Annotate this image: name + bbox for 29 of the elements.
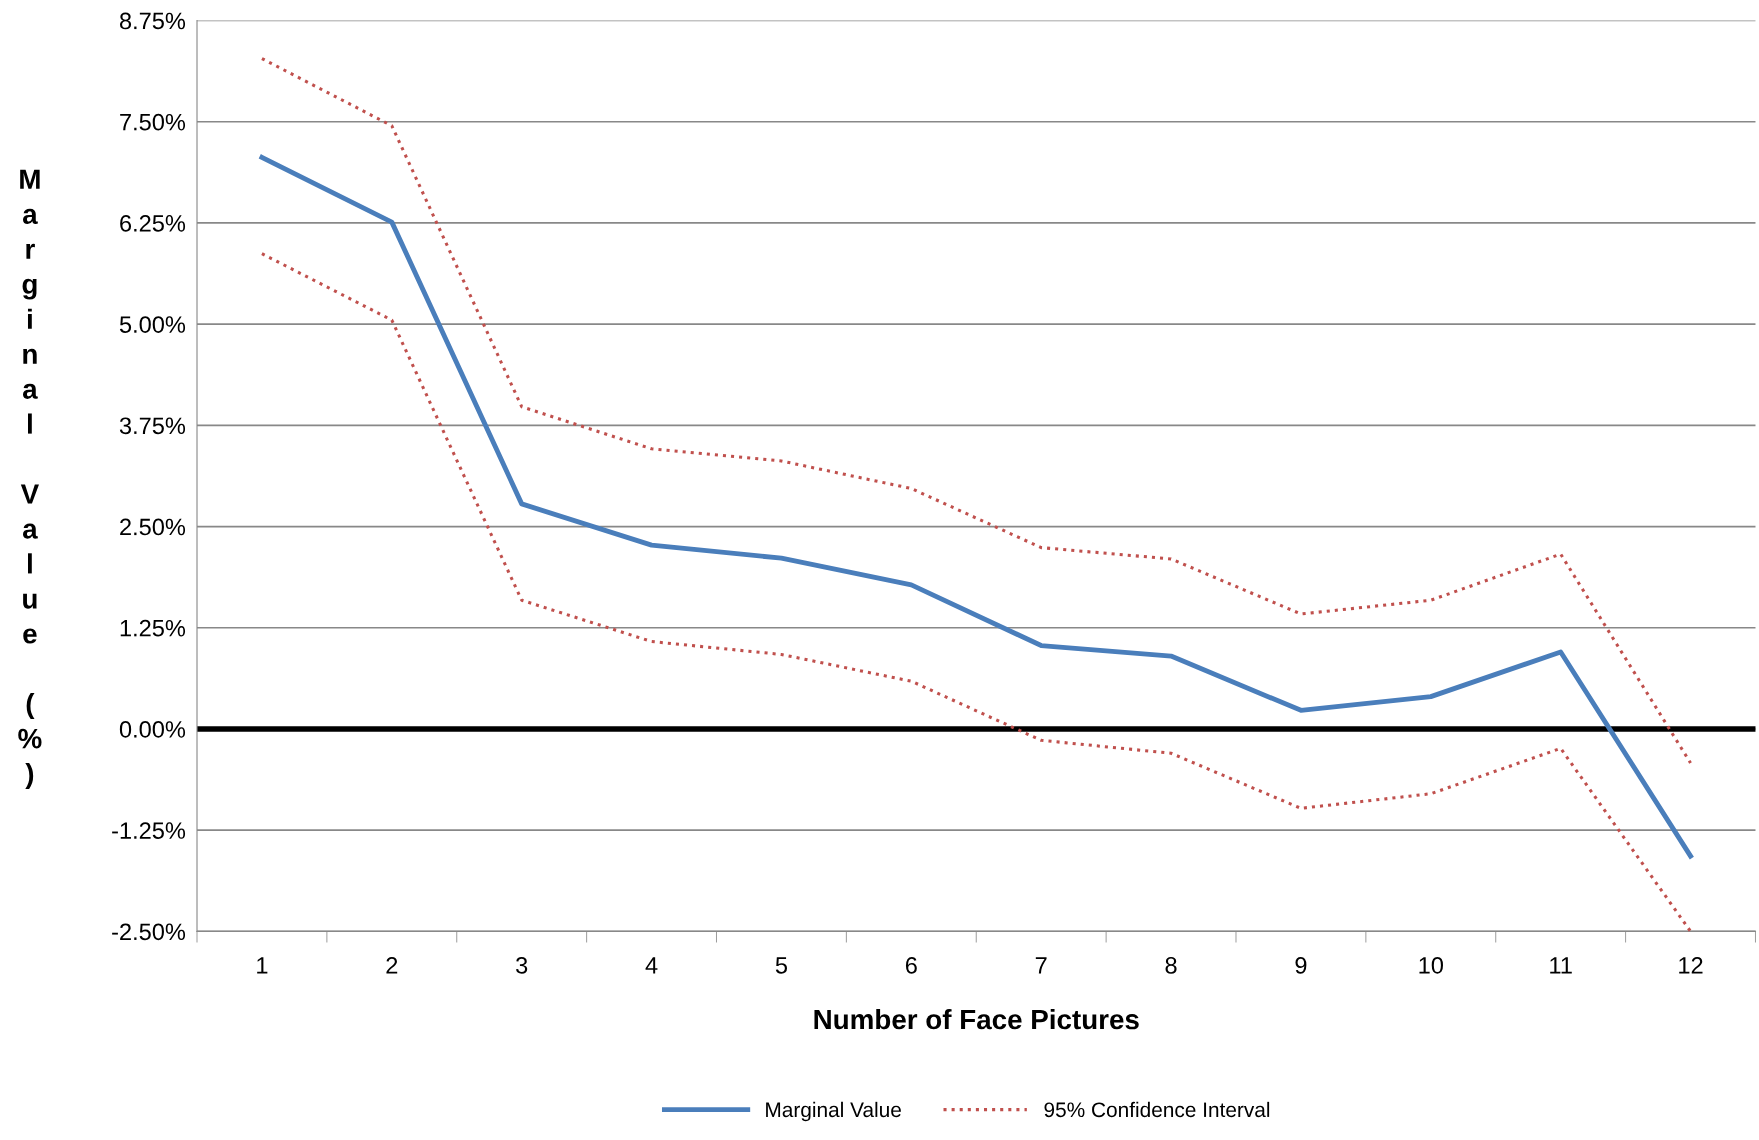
y-tick-label: 2.50% bbox=[120, 518, 186, 536]
x-tick-label: 7 bbox=[1035, 957, 1047, 974]
text: Marginal Value (%) bbox=[18, 169, 42, 789]
x-tick-label: 4 bbox=[645, 957, 658, 974]
y-tick-label: 1.25% bbox=[120, 619, 186, 637]
line-series bbox=[259, 154, 1693, 859]
y-tick-label: 7.50% bbox=[120, 113, 186, 131]
y-tick-label: 5.00% bbox=[119, 316, 186, 333]
y-tick-label: -1.25% bbox=[112, 822, 186, 839]
x-tick-label: 1 bbox=[257, 957, 268, 974]
x-tick-label: 12 bbox=[1679, 957, 1703, 974]
x-axis-title: Number of Face Pictures bbox=[814, 1008, 1139, 1030]
x-tick-label: 2 bbox=[386, 957, 398, 974]
legend-label: Marginal Value bbox=[766, 1101, 901, 1122]
y-tick-label: 0.00% bbox=[119, 721, 186, 738]
legend-label: 95% Confidence Interval bbox=[1044, 1101, 1270, 1118]
y-tick-label: 6.25% bbox=[120, 215, 186, 232]
y-tick-label: -2.50% bbox=[112, 923, 186, 941]
x-tick-label: 8 bbox=[1165, 957, 1177, 974]
x-tick-label: 6 bbox=[905, 957, 917, 974]
x-tick-label: 9 bbox=[1295, 957, 1307, 974]
y-tick-label: 8.75% bbox=[119, 12, 186, 30]
line-series bbox=[260, 57, 1693, 765]
y-tick-label: 3.75% bbox=[119, 417, 186, 435]
x-tick-label: 3 bbox=[516, 957, 528, 974]
x-tick-label: 11 bbox=[1550, 957, 1572, 974]
x-tick-label: 5 bbox=[775, 957, 788, 974]
line-series bbox=[260, 252, 1693, 933]
x-tick-label: 10 bbox=[1419, 957, 1444, 974]
